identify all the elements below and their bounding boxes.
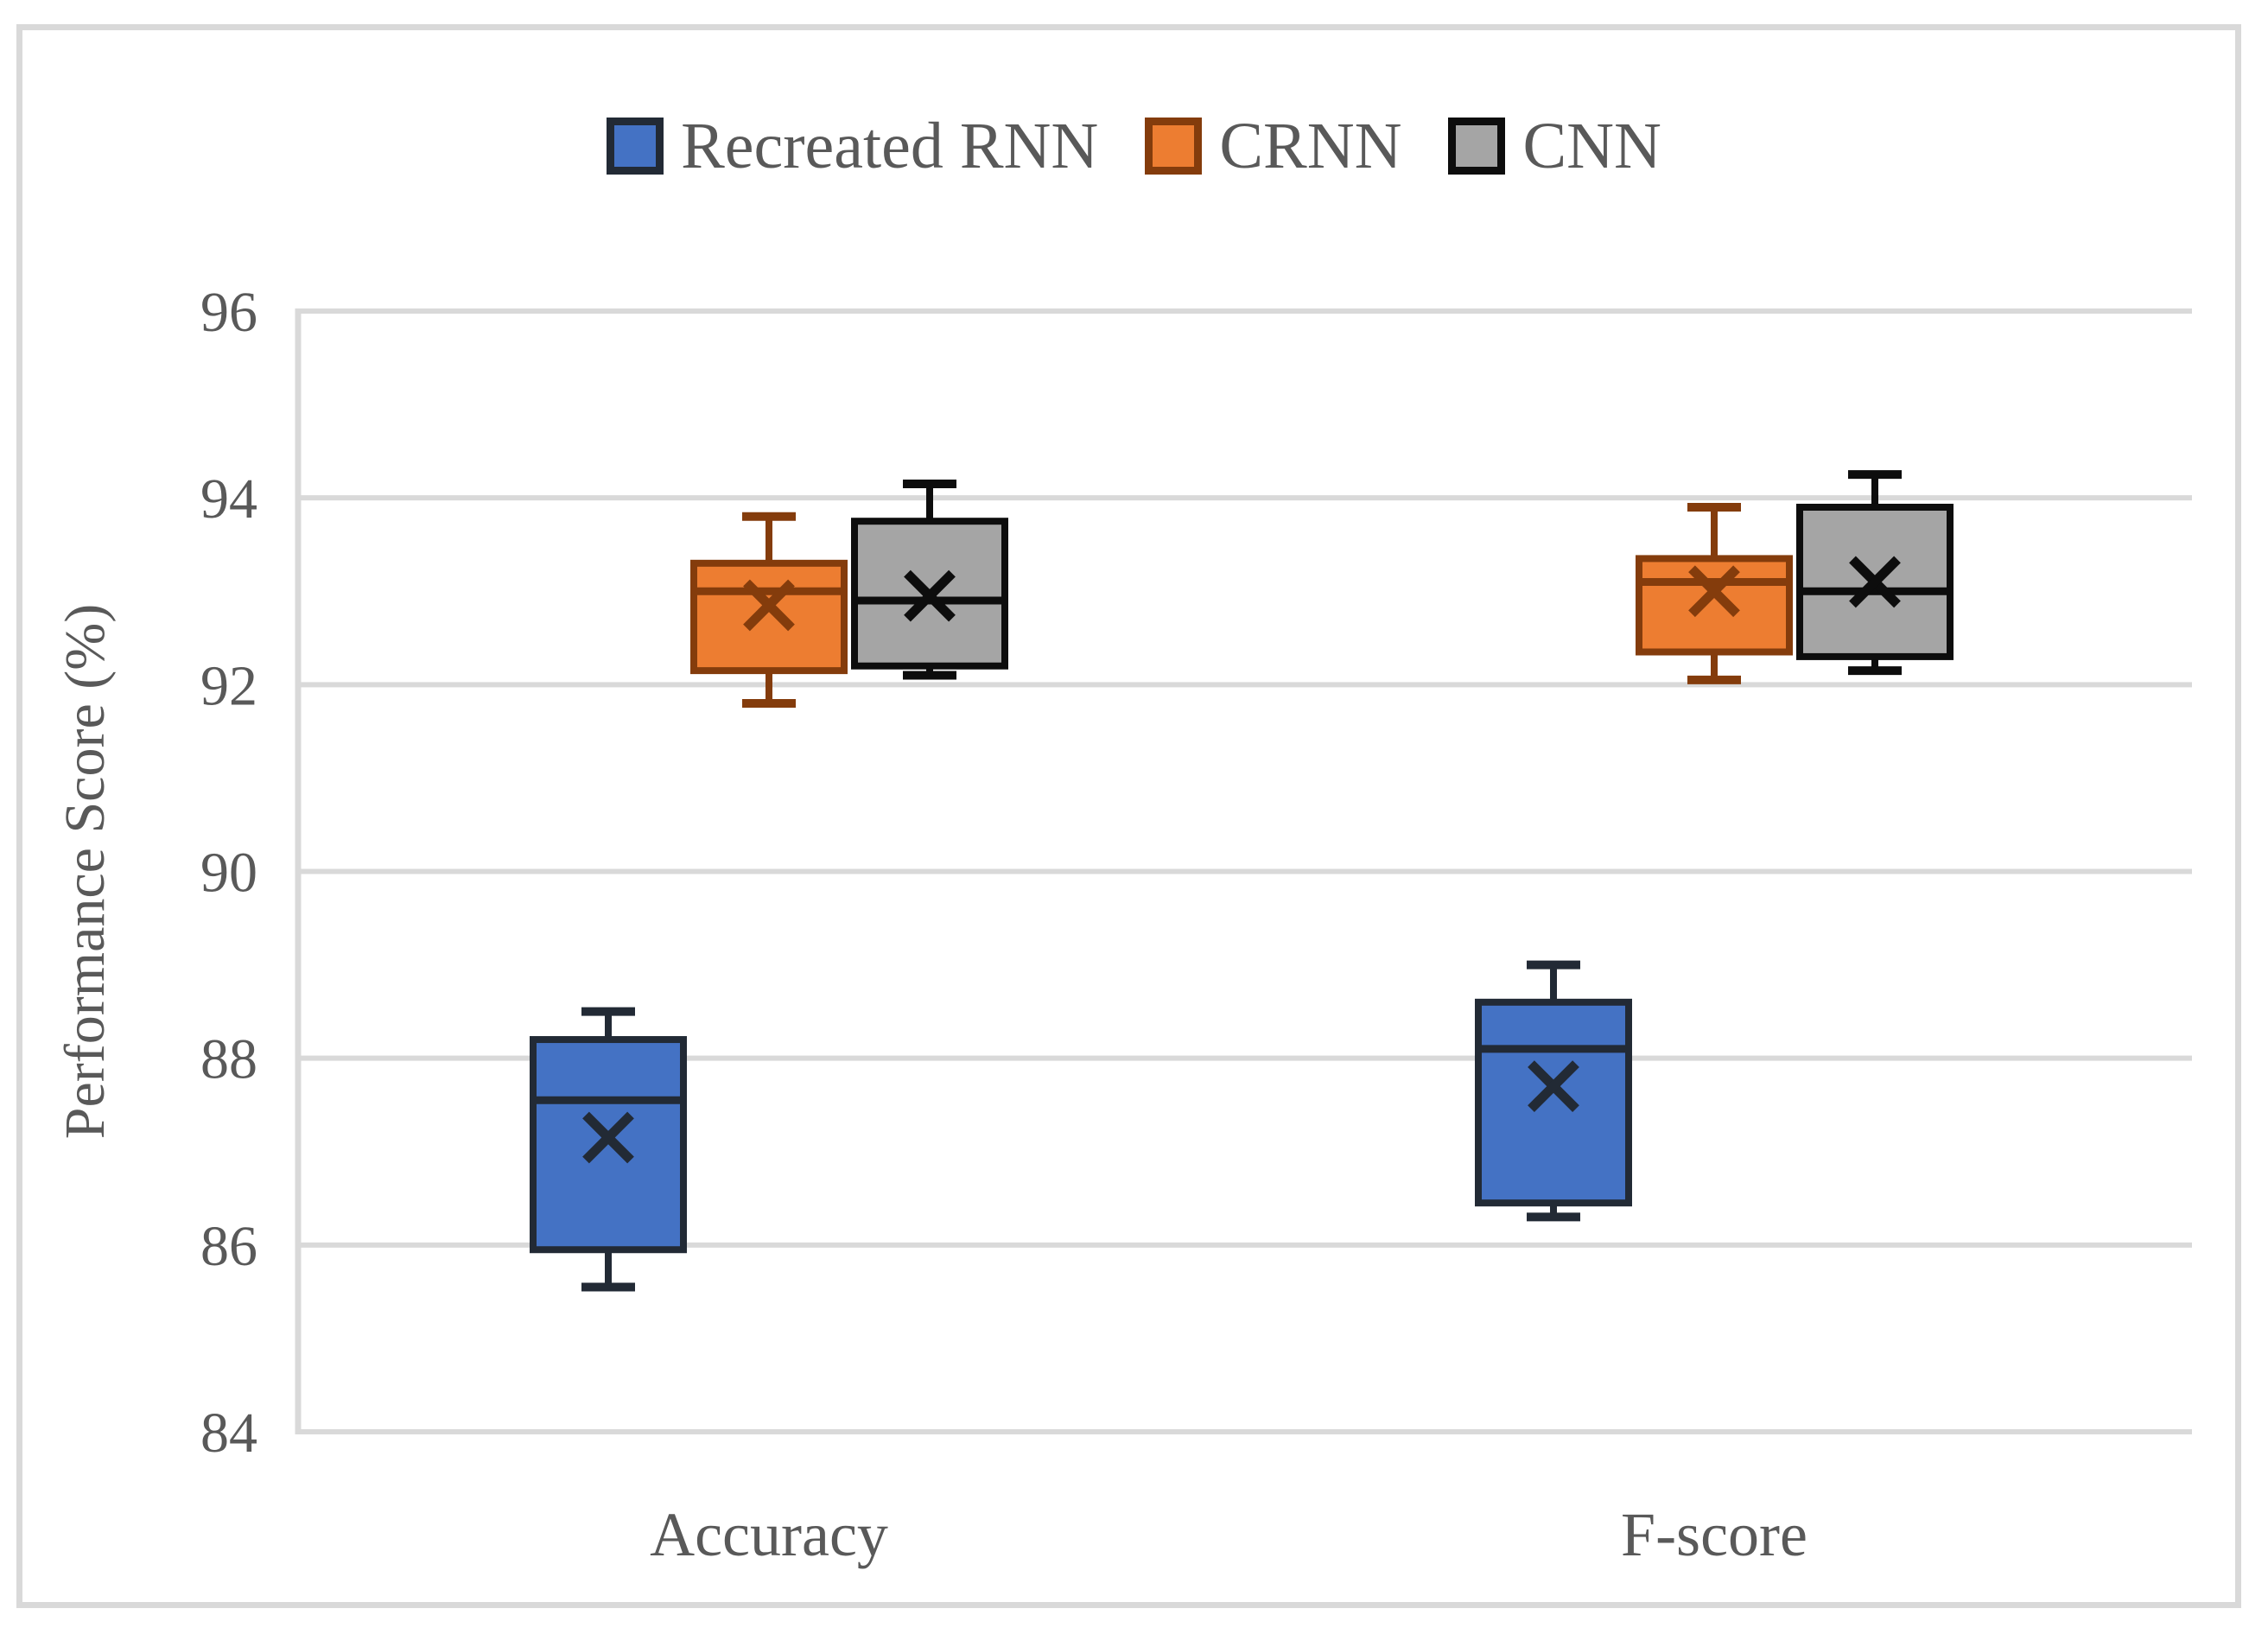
legend-swatch-cnn xyxy=(1448,118,1506,175)
box-crnn-accuracy xyxy=(690,559,848,675)
legend-label-cnn: CNN xyxy=(1522,110,1661,182)
mean-marker-crnn-f-score xyxy=(1688,565,1740,618)
y-tick-label-88: 88 xyxy=(200,1028,257,1091)
y-axis-title: Performance Score (%) xyxy=(54,604,117,1139)
y-tick-label-94: 94 xyxy=(200,467,257,531)
legend-swatch-recreated-rnn xyxy=(607,118,664,175)
box-recreated-rnn-f-score xyxy=(1475,998,1632,1207)
y-tick-label-90: 90 xyxy=(200,842,257,905)
mean-marker-recreated-rnn-accuracy xyxy=(582,1111,634,1164)
mean-marker-cnn-accuracy xyxy=(904,569,956,622)
x-category-label-f-score: F-score xyxy=(1621,1500,1807,1569)
legend-swatch-crnn xyxy=(1145,118,1203,175)
y-tick-label-92: 92 xyxy=(200,654,257,717)
y-tick-label-86: 86 xyxy=(200,1215,257,1278)
mean-marker-recreated-rnn-f-score xyxy=(1528,1060,1579,1112)
x-category-label-accuracy: Accuracy xyxy=(650,1500,888,1569)
box-crnn-f-score xyxy=(1636,555,1793,656)
chart-legend: Recreated RNN CRNN CNN xyxy=(0,111,2268,181)
legend-item-crnn: CRNN xyxy=(1145,111,1401,181)
mean-marker-cnn-f-score xyxy=(1849,556,1901,608)
y-tick-label-96: 96 xyxy=(200,281,257,344)
legend-item-cnn: CNN xyxy=(1448,111,1661,181)
legend-label-recreated-rnn: Recreated RNN xyxy=(681,110,1099,182)
box-recreated-rnn-accuracy xyxy=(530,1036,687,1254)
legend-item-recreated-rnn: Recreated RNN xyxy=(607,111,1098,181)
legend-label-crnn: CRNN xyxy=(1219,110,1402,182)
y-tick-label-84: 84 xyxy=(200,1402,257,1465)
mean-marker-crnn-accuracy xyxy=(743,579,795,632)
